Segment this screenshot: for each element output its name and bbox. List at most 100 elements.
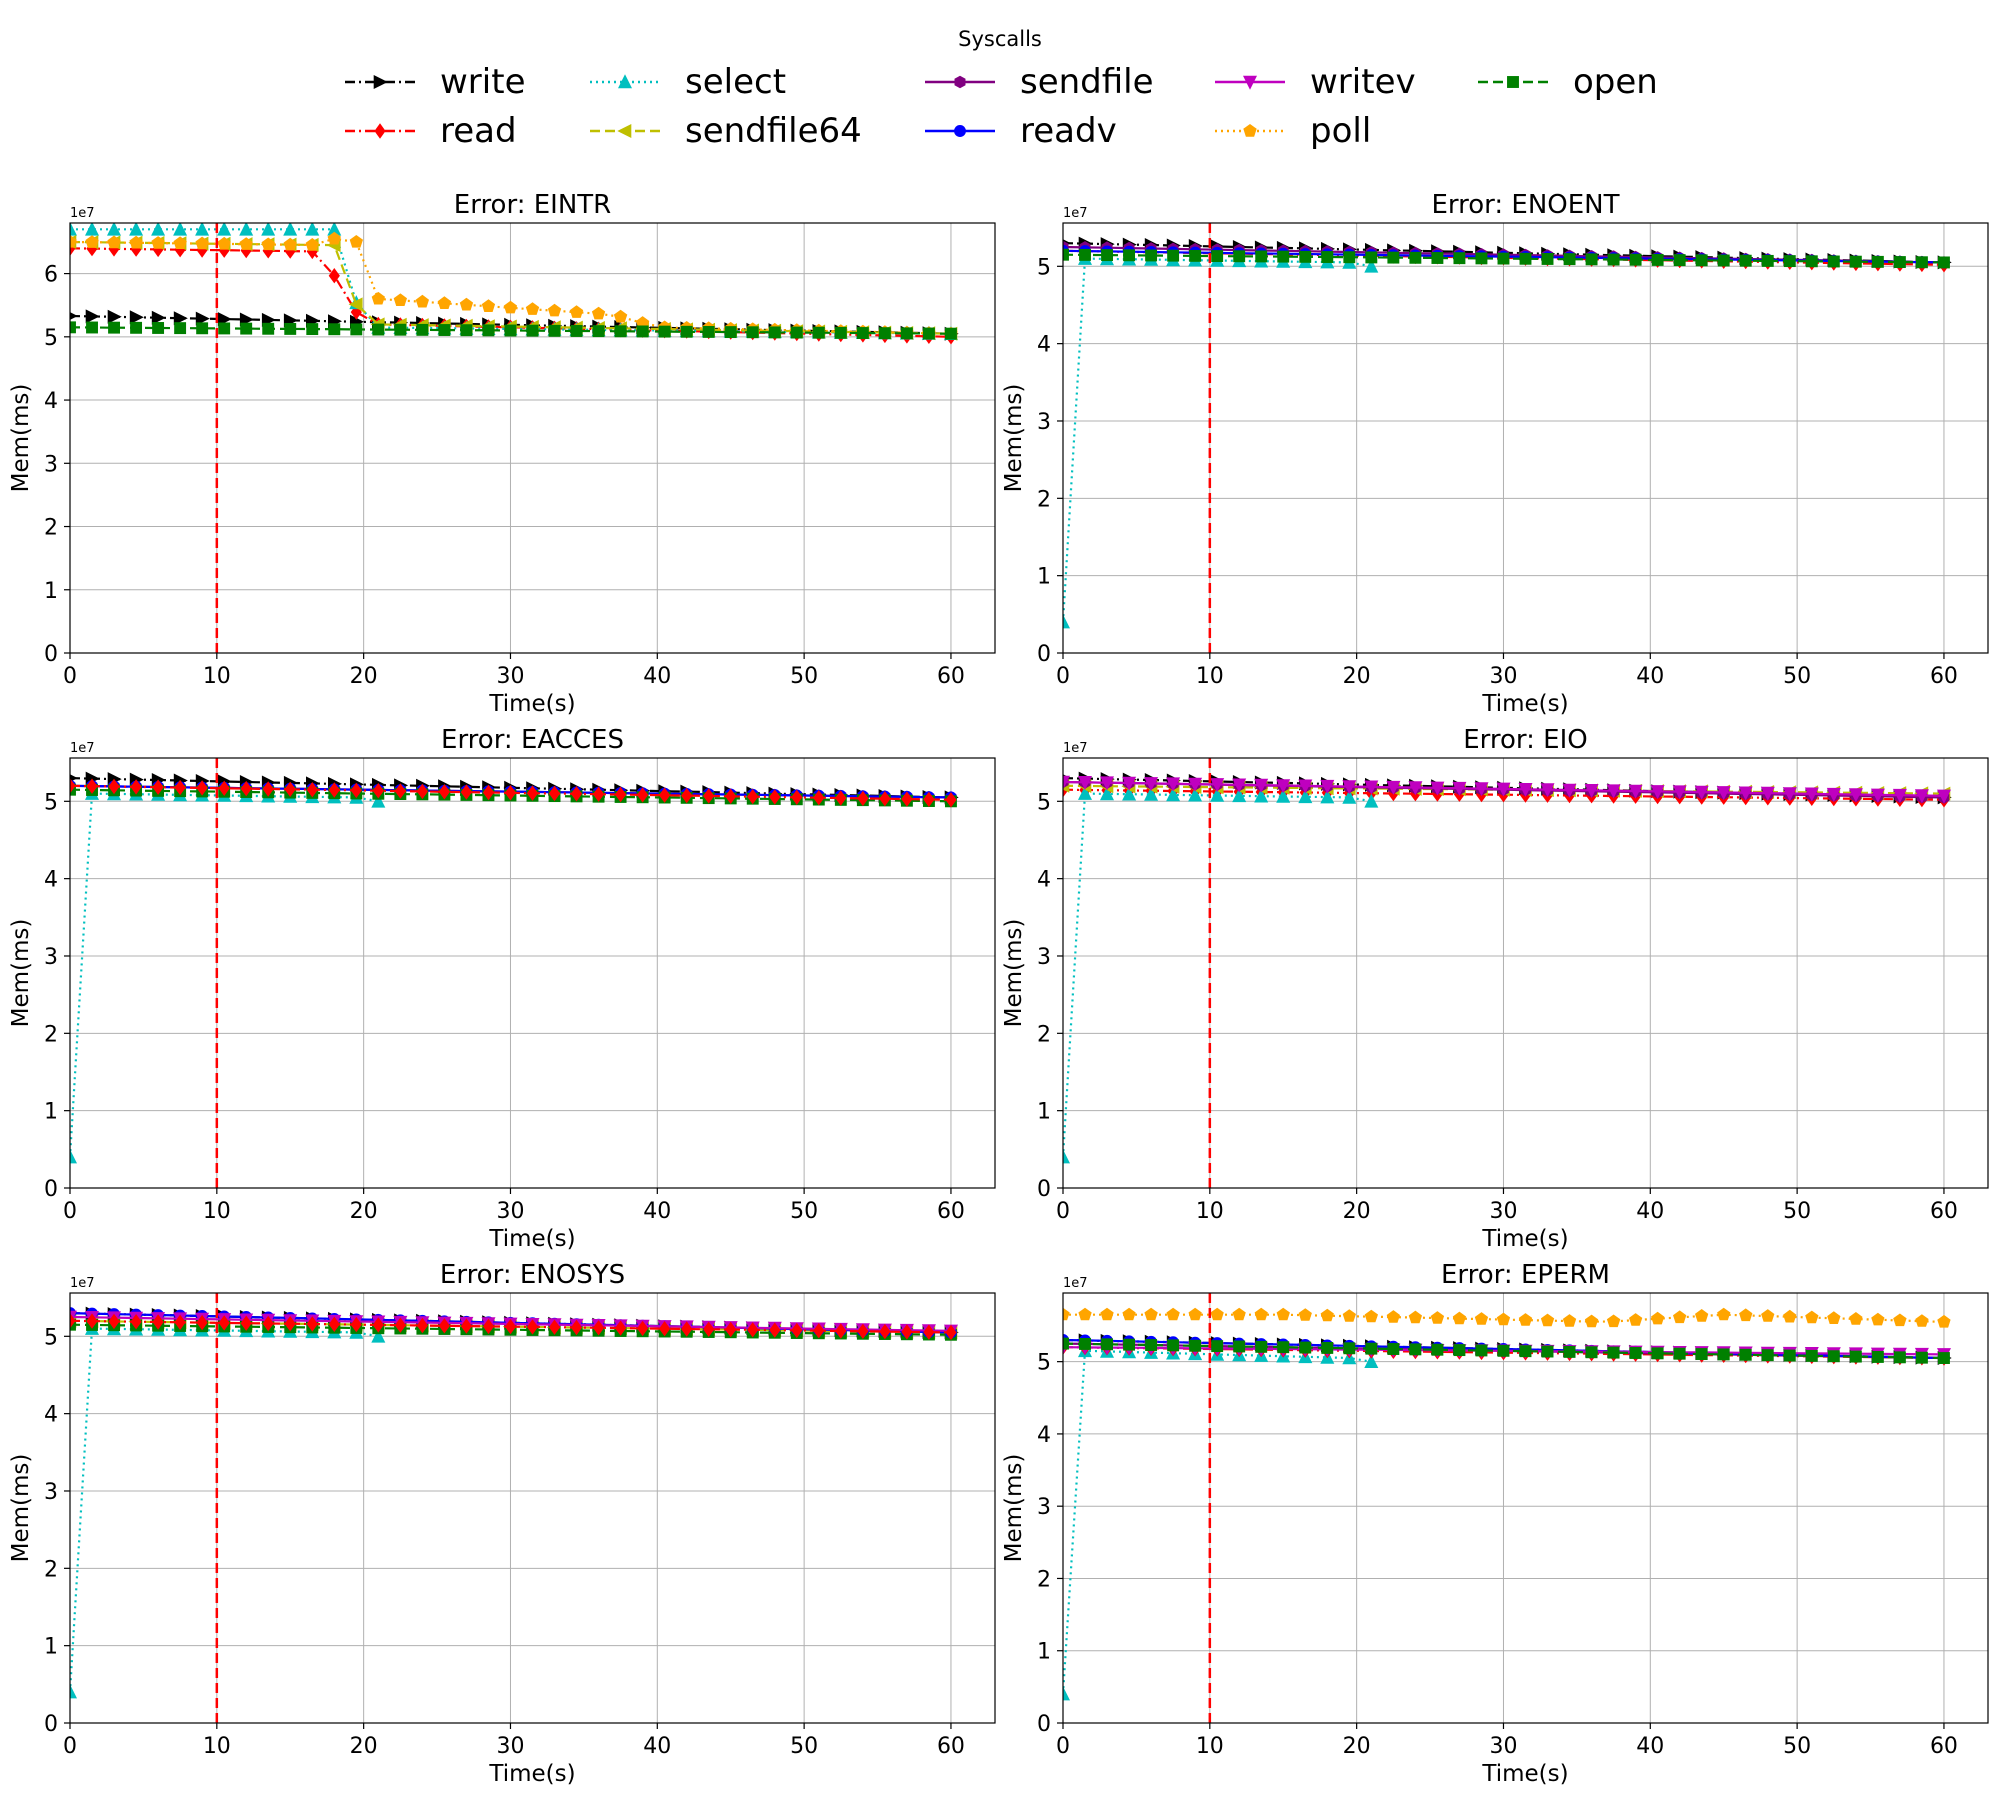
legend-marker-open (1507, 76, 1519, 88)
x-tick-label: 40 (1636, 1734, 1664, 1759)
data-point-poll (1805, 1310, 1819, 1324)
y-tick-label: 5 (1037, 1351, 1051, 1376)
y-tick-label: 3 (44, 1480, 58, 1505)
data-point-open (1761, 254, 1774, 267)
y-tick-label: 6 (44, 263, 58, 288)
data-point-poll (151, 236, 165, 249)
data-point-write (151, 310, 166, 325)
data-point-read (637, 787, 649, 803)
data-point-read (548, 785, 561, 802)
data-point-open (240, 322, 253, 335)
data-point-open (108, 321, 120, 334)
data-point-open (1739, 254, 1752, 267)
data-point-open (1541, 253, 1554, 265)
data-point-read (835, 1323, 847, 1339)
data-point-writev (1804, 787, 1819, 802)
y-tick-label: 3 (1037, 1495, 1051, 1520)
data-point-open (1079, 1337, 1091, 1350)
y-tick-label: 5 (44, 326, 58, 351)
data-point-poll (1210, 1307, 1224, 1321)
data-point-write (70, 774, 78, 782)
data-point-select (1364, 1354, 1379, 1368)
legend-label: poll (1310, 111, 1371, 151)
data-point-select (327, 223, 342, 236)
data-point-select (1364, 793, 1379, 808)
chart-title: Error: ENOSYS (440, 1260, 625, 1290)
data-point-poll (1100, 1307, 1114, 1321)
data-point-open (1761, 1349, 1774, 1362)
data-point-write (129, 310, 144, 325)
data-point-read (504, 1318, 517, 1335)
data-point-open (416, 323, 429, 336)
data-point-poll (569, 305, 584, 318)
y-axis-label: Mem(ms) (8, 384, 34, 493)
data-point-read (284, 1316, 296, 1332)
data-point-open (1585, 1346, 1598, 1359)
series-group (70, 771, 959, 1164)
data-point-open (900, 327, 913, 340)
data-point-select (371, 1328, 386, 1343)
data-point-open (1893, 1351, 1906, 1364)
x-tick-label: 50 (1783, 664, 1811, 689)
x-tick-label: 30 (1489, 1199, 1517, 1224)
chart-panel: 0 10 20 30 40 50 60 0 1 2 3 4 5 1e7 Error: EPERM Time(s… (1001, 1260, 1989, 1787)
data-point-read (526, 785, 539, 801)
y-tick-label: 1 (44, 1100, 58, 1125)
data-point-writev (1870, 788, 1885, 803)
data-point-read (174, 779, 186, 796)
data-point-select (305, 223, 320, 236)
data-point-select (1254, 788, 1269, 803)
x-tick-label: 30 (1489, 1734, 1517, 1759)
data-point-poll (1562, 1314, 1577, 1327)
data-point-read (70, 778, 76, 794)
data-point-open (548, 324, 561, 337)
data-point-poll (283, 237, 297, 251)
data-point-open (130, 321, 143, 334)
data-point-writev (1584, 784, 1599, 798)
data-point-select (70, 1149, 77, 1164)
data-point-poll (1827, 1311, 1841, 1324)
data-point-poll (195, 236, 209, 250)
data-point-open (1871, 1351, 1884, 1363)
data-point-writev (1518, 783, 1533, 797)
chart-panel: 0 10 20 30 40 50 60 0 1 2 3 4 5 1e7 Error: ENOENT Time(… (1001, 190, 1989, 717)
x-tick-label: 0 (1056, 1734, 1070, 1759)
data-point-open (526, 324, 539, 337)
data-point-writev (1892, 788, 1907, 803)
y-tick-label: 2 (1037, 1022, 1051, 1047)
data-point-open (1563, 253, 1576, 266)
x-axis-label: Time(s) (1481, 1226, 1568, 1252)
x-tick-label: 0 (1056, 664, 1070, 689)
data-point-writev (1144, 777, 1159, 792)
data-point-open (1695, 1348, 1708, 1361)
data-point-poll (547, 303, 562, 317)
data-point-read (548, 1319, 561, 1335)
data-point-open (1915, 1351, 1928, 1364)
data-point-open (394, 323, 407, 336)
x-tick-label: 10 (203, 664, 231, 689)
chart-title: Error: EIO (1463, 725, 1588, 755)
chart-panel: 0 10 20 30 40 50 60 0 1 2 3 4 5 1e7 Error: ENOSYS Time(… (8, 1260, 996, 1787)
data-point-writev (1628, 784, 1643, 799)
data-point-read (240, 780, 252, 797)
y-tick-label: 3 (44, 452, 58, 477)
data-point-write (107, 309, 122, 324)
data-point-open (1387, 251, 1400, 264)
legend-entry-readv: readv (925, 111, 1117, 151)
data-point-write (173, 311, 188, 326)
data-point-poll (1298, 1308, 1312, 1321)
x-tick-label: 20 (1343, 1199, 1371, 1224)
data-point-poll (415, 294, 429, 308)
data-point-read (570, 1319, 583, 1336)
y-tick-label: 3 (1037, 945, 1051, 970)
data-point-read (174, 1314, 186, 1330)
data-point-read (394, 1317, 406, 1333)
x-tick-label: 30 (496, 1199, 524, 1224)
x-axis-label: Time(s) (1481, 1761, 1568, 1787)
data-point-open (218, 322, 231, 335)
data-point-poll (327, 231, 341, 245)
legend-entry-read: read (345, 111, 517, 151)
legend-marker-sendfile (954, 75, 966, 89)
data-point-read (218, 1315, 230, 1331)
data-point-poll (305, 238, 319, 251)
